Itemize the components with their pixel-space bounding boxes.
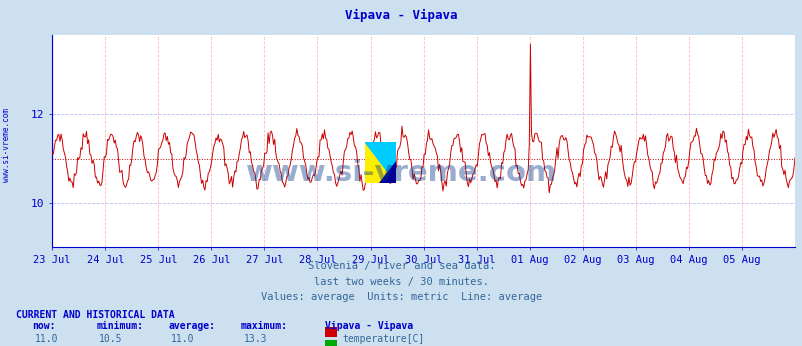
Text: www.si-vreme.com: www.si-vreme.com [245,159,557,187]
Text: average:: average: [168,321,216,331]
Text: CURRENT AND HISTORICAL DATA: CURRENT AND HISTORICAL DATA [16,310,175,320]
Polygon shape [365,142,395,183]
Text: Vipava - Vipava: Vipava - Vipava [325,321,413,331]
Text: 11.0: 11.0 [34,334,59,344]
Text: 10.5: 10.5 [99,334,123,344]
Text: last two weeks / 30 minutes.: last two weeks / 30 minutes. [314,277,488,287]
Text: 11.0: 11.0 [171,334,195,344]
Text: Values: average  Units: metric  Line: average: Values: average Units: metric Line: aver… [261,292,541,302]
Polygon shape [365,142,395,183]
Text: Slovenia / river and sea data.: Slovenia / river and sea data. [307,261,495,271]
Text: Vipava - Vipava: Vipava - Vipava [345,9,457,22]
Text: www.si-vreme.com: www.si-vreme.com [2,108,11,182]
Polygon shape [379,161,395,183]
Text: 13.3: 13.3 [243,334,267,344]
Text: maximum:: maximum: [241,321,288,331]
Text: now:: now: [32,321,55,331]
Text: minimum:: minimum: [96,321,144,331]
Text: temperature[C]: temperature[C] [342,334,424,344]
